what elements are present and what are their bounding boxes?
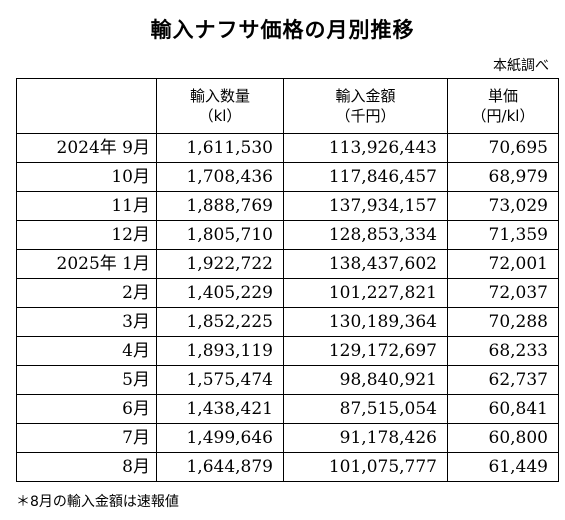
price-cell: 68,233 <box>447 336 559 366</box>
header-volume: 輸入数量 （kl） <box>156 78 284 134</box>
volume-cell: 1,893,119 <box>156 336 284 366</box>
amount-cell: 101,075,777 <box>283 452 448 482</box>
volume-cell: 1,644,879 <box>156 452 284 482</box>
table-row: 3月 1,852,225 130,189,364 70,288 <box>16 307 559 337</box>
amount-cell: 138,437,602 <box>283 249 448 279</box>
month-cell: 8月 <box>16 452 157 482</box>
price-cell: 62,737 <box>447 365 559 395</box>
header-price-name: 単価 <box>487 87 518 105</box>
volume-cell: 1,888,769 <box>156 191 284 221</box>
amount-cell: 91,178,426 <box>283 423 448 453</box>
month-cell: 6月 <box>16 394 157 424</box>
table-row: 11月 1,888,769 137,934,157 73,029 <box>16 191 559 221</box>
table-row: 7月 1,499,646 91,178,426 60,800 <box>16 423 559 453</box>
volume-cell: 1,438,421 <box>156 394 284 424</box>
volume-cell: 1,575,474 <box>156 365 284 395</box>
price-cell: 73,029 <box>447 191 559 221</box>
amount-cell: 130,189,364 <box>283 307 448 337</box>
table-row: 2月 1,405,229 101,227,821 72,037 <box>16 278 559 308</box>
volume-cell: 1,922,722 <box>156 249 284 279</box>
amount-cell: 113,926,443 <box>283 133 448 163</box>
month-cell: 4月 <box>16 336 157 366</box>
table-body: 2024年 9月 1,611,530 113,926,443 70,695 10月 1,7… <box>16 133 559 482</box>
month-cell: 7月 <box>16 423 157 453</box>
month-cell: 5月 <box>16 365 157 395</box>
amount-cell: 117,846,457 <box>283 162 448 192</box>
month-cell: 3月 <box>16 307 157 337</box>
page-title: 輸入ナフサ価格の月別推移 <box>150 18 415 42</box>
volume-cell: 1,405,229 <box>156 278 284 308</box>
price-cell: 71,359 <box>447 220 559 250</box>
volume-cell: 1,708,436 <box>156 162 284 192</box>
table-row: 5月 1,575,474 98,840,921 62,737 <box>16 365 559 395</box>
amount-cell: 137,934,157 <box>283 191 448 221</box>
price-cell: 68,979 <box>447 162 559 192</box>
header-amount: 輸入金額 （千円） <box>283 78 448 134</box>
volume-cell: 1,805,710 <box>156 220 284 250</box>
price-cell: 60,800 <box>447 423 559 453</box>
volume-cell: 1,852,225 <box>156 307 284 337</box>
table-row: 2025年 1月 1,922,722 138,437,602 72,001 <box>16 249 559 279</box>
table-row: 6月 1,438,421 87,515,054 60,841 <box>16 394 559 424</box>
month-cell: 2025年 1月 <box>16 249 157 279</box>
price-cell: 72,001 <box>447 249 559 279</box>
amount-cell: 101,227,821 <box>283 278 448 308</box>
source-label: 本紙調べ <box>493 58 549 74</box>
table-row: 8月 1,644,879 101,075,777 61,449 <box>16 452 559 482</box>
price-cell: 72,037 <box>447 278 559 308</box>
table-row: 2024年 9月 1,611,530 113,926,443 70,695 <box>16 133 559 163</box>
naphtha-price-table: 輸入数量 （kl） 輸入金額 （千円） 単価 （円/kl） 2024年 9月 1,… <box>16 78 559 482</box>
month-cell: 11月 <box>16 191 157 221</box>
amount-cell: 98,840,921 <box>283 365 448 395</box>
price-cell: 61,449 <box>447 452 559 482</box>
amount-cell: 129,172,697 <box>283 336 448 366</box>
price-cell: 60,841 <box>447 394 559 424</box>
price-cell: 70,695 <box>447 133 559 163</box>
header-volume-name: 輸入数量 <box>189 87 250 105</box>
month-cell: 2月 <box>16 278 157 308</box>
header-amount-name: 輸入金額 <box>335 87 396 105</box>
volume-cell: 1,499,646 <box>156 423 284 453</box>
header-price: 単価 （円/kl） <box>447 78 559 134</box>
header-row: 輸入数量 （kl） 輸入金額 （千円） 単価 （円/kl） <box>16 78 559 134</box>
table-row: 12月 1,805,710 128,853,334 71,359 <box>16 220 559 250</box>
month-cell: 12月 <box>16 220 157 250</box>
header-empty <box>16 78 157 134</box>
table-row: 10月 1,708,436 117,846,457 68,979 <box>16 162 559 192</box>
month-cell: 10月 <box>16 162 157 192</box>
amount-cell: 87,515,054 <box>283 394 448 424</box>
amount-cell: 128,853,334 <box>283 220 448 250</box>
volume-cell: 1,611,530 <box>156 133 284 163</box>
header-amount-unit: （千円） <box>335 107 396 125</box>
price-cell: 70,288 <box>447 307 559 337</box>
table-row: 4月 1,893,119 129,172,697 68,233 <box>16 336 559 366</box>
header-price-unit: （円/kl） <box>471 107 535 125</box>
month-cell: 2024年 9月 <box>16 133 157 163</box>
footnote: ＊8月の輸入金額は速報値 <box>16 494 179 510</box>
header-volume-unit: （kl） <box>198 107 242 125</box>
